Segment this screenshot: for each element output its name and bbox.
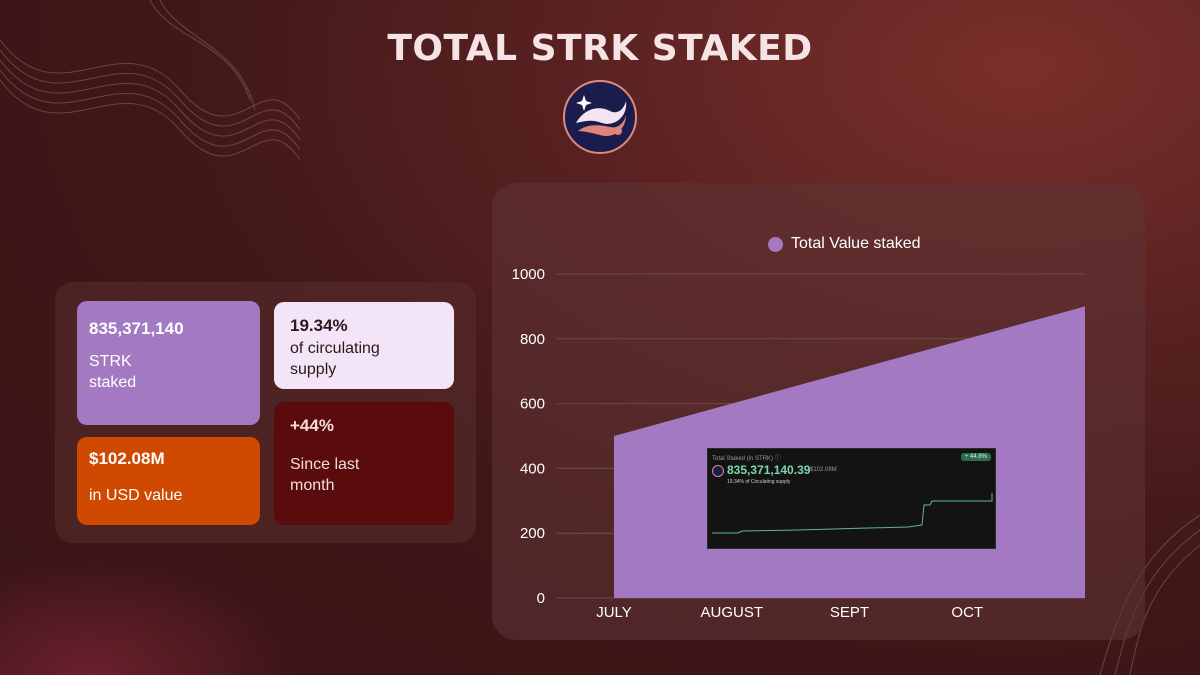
page-title: TOTAL STRK STAKED bbox=[387, 28, 813, 69]
inset-subtitle: 19.34% of Circulating supply bbox=[727, 479, 791, 485]
decorative-wave-lines bbox=[0, 0, 300, 161]
staked-card: 835,371,140 STRK staked bbox=[77, 301, 260, 425]
y-tick-label: 0 bbox=[537, 590, 545, 607]
starknet-logo-icon bbox=[563, 80, 637, 154]
inset-line-chart bbox=[712, 493, 993, 534]
legend-swatch bbox=[768, 236, 783, 252]
supply-value: 19.34% bbox=[290, 316, 348, 335]
y-tick-label: 800 bbox=[520, 331, 545, 348]
growth-value: +44% bbox=[290, 416, 334, 435]
chart-legend: Total Value staked bbox=[768, 235, 921, 253]
y-tick-label: 1000 bbox=[512, 266, 545, 283]
y-tick-label: 400 bbox=[520, 460, 545, 477]
staked-value: 835,371,140 bbox=[89, 319, 184, 338]
x-tick-label: JULY bbox=[596, 604, 632, 621]
x-tick-label: OCT bbox=[951, 604, 983, 621]
staked-label: STRK staked bbox=[89, 353, 137, 391]
inset-usd: $102.08M bbox=[810, 467, 837, 473]
x-tick-label: AUGUST bbox=[700, 604, 763, 621]
inset-logo-icon bbox=[712, 465, 724, 477]
y-tick-label: 200 bbox=[520, 525, 545, 542]
inset-title: Total Staked (in STRK) ⓘ bbox=[712, 456, 781, 462]
growth-card: +44% Since last month bbox=[274, 402, 454, 525]
usd-value: $102.08M bbox=[89, 449, 165, 468]
inset-value: 835,371,140.39 bbox=[727, 463, 811, 477]
usd-label: in USD value bbox=[89, 487, 183, 504]
x-tick-label: SEPT bbox=[830, 604, 869, 621]
usd-card: $102.08M in USD value bbox=[77, 437, 260, 525]
supply-label: of circulating supply bbox=[290, 340, 380, 378]
decorative-glow bbox=[0, 555, 300, 675]
inset-badge: + 44.8% bbox=[960, 453, 991, 461]
legend-label: Total Value staked bbox=[791, 235, 921, 252]
supply-card: 19.34% of circulating supply bbox=[274, 302, 454, 389]
growth-label: Since last month bbox=[290, 456, 360, 494]
y-tick-label: 600 bbox=[520, 396, 545, 413]
inset-screenshot: Total Staked (in STRK) ⓘ 835,371,140.39 … bbox=[707, 448, 996, 549]
